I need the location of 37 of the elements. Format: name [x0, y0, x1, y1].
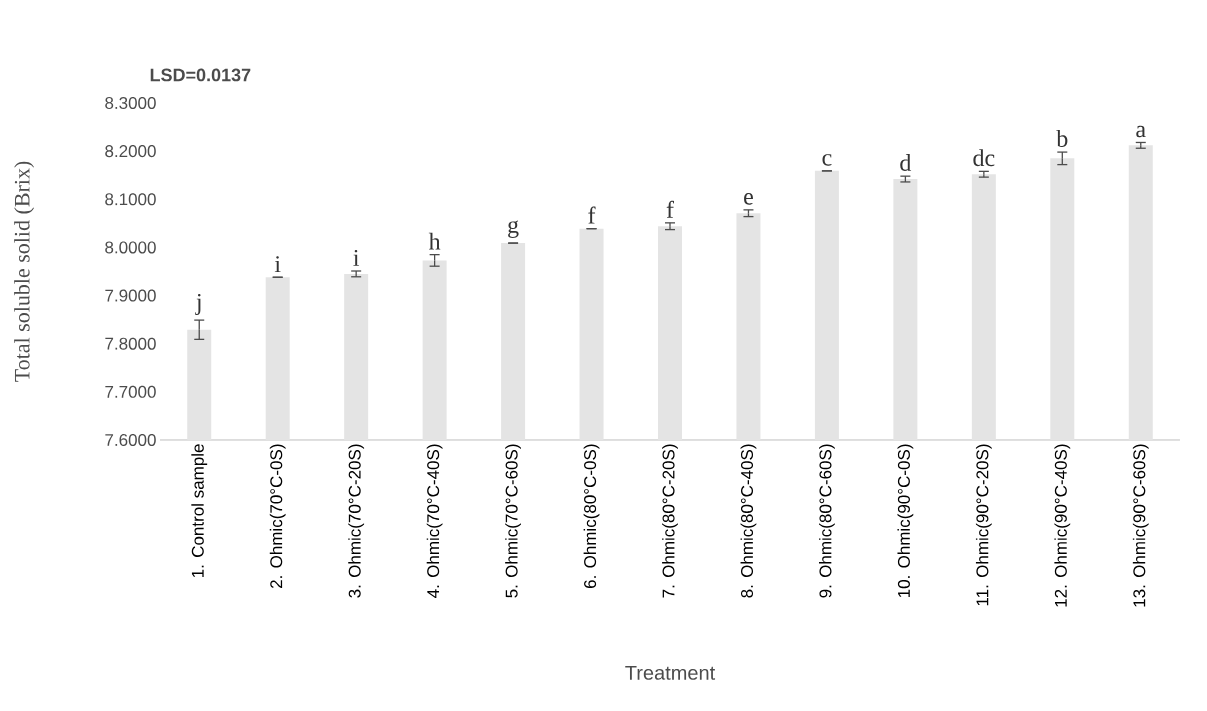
y-tick-label: 7.9000: [105, 289, 156, 302]
x-tick-label: 6. Ohmic(80°C-0S): [583, 444, 600, 588]
x-tick-label: 9. Ohmic(80°C-60S): [819, 444, 835, 598]
x-tick-label: 2. Ohmic(70°C-0S): [269, 444, 286, 588]
data-label: e: [744, 193, 753, 205]
y-tick-label: 8.0000: [105, 241, 156, 254]
data-label: b: [1056, 130, 1068, 147]
data-label: i: [274, 256, 281, 273]
x-tick-label: 11. Ohmic(90°C-20S): [975, 444, 992, 606]
y-axis-title: Total soluble solid (Brix): [14, 161, 35, 382]
y-tick-label: 7.6000: [105, 433, 156, 446]
x-tick-label: 8. Ohmic(80°C-40S): [740, 444, 757, 598]
data-label: g: [508, 220, 519, 238]
y-tick-label: 8.1000: [105, 193, 156, 206]
data-label: f: [588, 206, 596, 224]
text: LSD=0.0137: [150, 68, 251, 82]
data-label: c: [822, 154, 832, 166]
x-tick-label: 4. Ohmic(70°C-40S): [426, 444, 443, 598]
x-tick-label: 3. Ohmic(70°C-20S): [348, 444, 365, 598]
y-tick-label: 7.8000: [105, 337, 156, 350]
data-label: i: [353, 249, 360, 266]
x-tick-label: 13. Ohmic(90°C-60S): [1132, 444, 1149, 607]
y-tick-label: 8.2000: [105, 145, 156, 158]
y-tick-label: 8.3000: [105, 96, 156, 110]
data-label: d: [900, 154, 912, 171]
x-tick-label: 10. Ohmic(90°C-0S): [897, 444, 914, 598]
x-tick-label: 7. Ohmic(80°C-20S): [662, 444, 678, 598]
x-axis-title: Treatment: [625, 665, 716, 680]
data-label: j: [195, 293, 201, 315]
data-label: f: [666, 200, 674, 218]
data-label: h: [428, 232, 441, 250]
y-tick-label: 7.7000: [105, 385, 156, 398]
x-tick-label: 1. Control sample: [191, 444, 208, 578]
x-tick-label: 12. Ohmic(90°C-40S): [1054, 444, 1071, 607]
x-tick-label: 5. Ohmic(70°C-60S): [505, 444, 521, 598]
data-label: dc: [973, 149, 995, 167]
data-label: a: [1136, 125, 1146, 138]
